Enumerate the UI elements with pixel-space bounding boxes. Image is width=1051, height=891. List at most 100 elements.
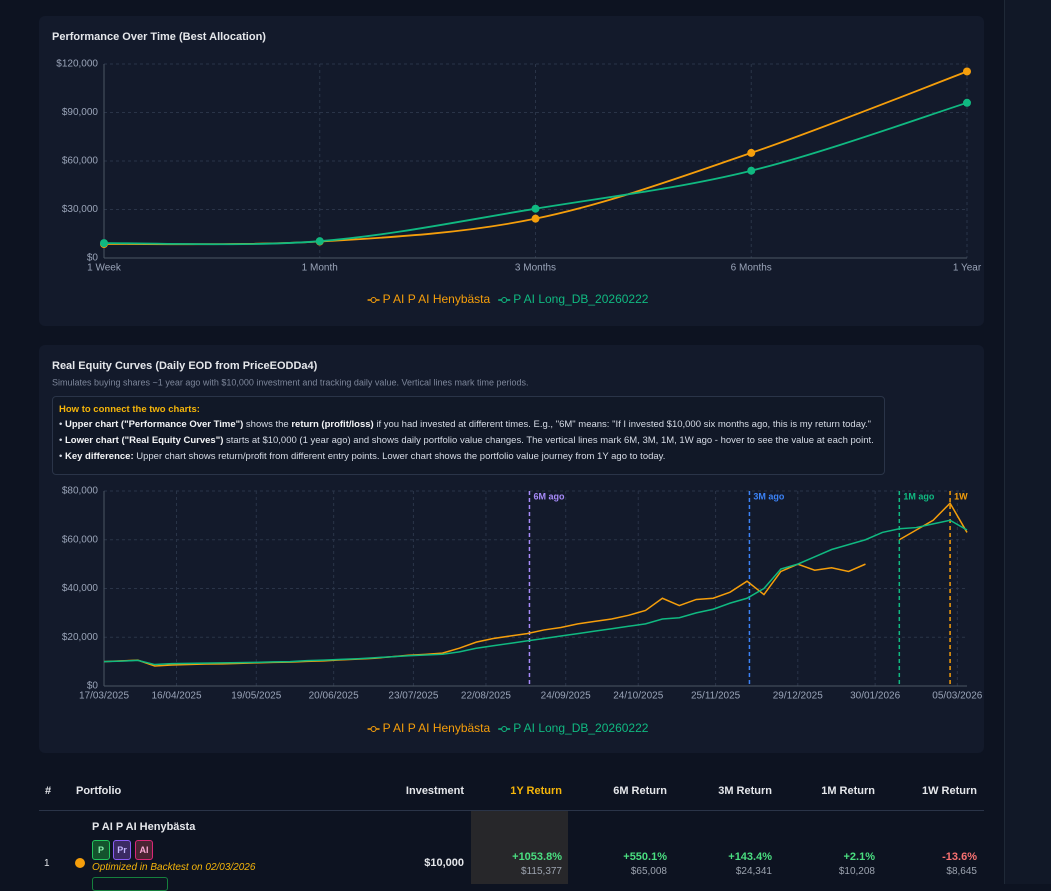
legend-item[interactable]: P AI P AI Henybästa: [367, 721, 491, 735]
legend-label: P AI Long_DB_20260222: [513, 721, 649, 735]
info-text: Lower chart ("Real Equity Curves"): [64, 435, 224, 446]
x-tick-label: 6 Months: [731, 263, 772, 274]
info-heading: How to connect the two charts:: [59, 404, 200, 415]
column-header[interactable]: 3M Return: [718, 785, 772, 797]
legend-label: P AI P AI Henybästa: [383, 721, 491, 735]
badge: AI: [135, 840, 153, 860]
x-tick-label: 05/03/2026: [932, 691, 982, 702]
column-header: #: [45, 785, 52, 797]
series-line: [103, 501, 968, 667]
y-tick-label: $20,000: [62, 632, 99, 643]
return-pct: +1053.8%: [512, 851, 562, 863]
rank: 1: [44, 858, 50, 869]
column-header[interactable]: 1W Return: [922, 785, 977, 797]
return-value: $115,377: [521, 866, 562, 877]
header-rule: [39, 810, 984, 811]
x-tick-label: 22/08/2025: [461, 691, 511, 702]
portfolio-dot: [75, 858, 85, 868]
info-text: starts at $10,000 (1 year ago) and shows…: [223, 435, 874, 446]
chart-title: Real Equity Curves (Daily EOD from Price…: [52, 360, 318, 372]
y-tick-label: $60,000: [62, 156, 99, 167]
y-tick-label: $80,000: [62, 486, 99, 497]
info-item: Lower chart ("Real Equity Curves") start…: [59, 433, 878, 449]
optimized-note: Optimized in Backtest on 02/03/2026: [92, 862, 256, 873]
series-line: [103, 519, 968, 666]
return-pct: +2.1%: [843, 851, 876, 863]
data-point: [747, 166, 756, 175]
period-marker-label: 1W: [954, 491, 968, 501]
performance-panel: [39, 16, 984, 326]
info-text: shows the: [243, 419, 292, 430]
x-tick-label: 17/03/2025: [79, 691, 129, 702]
portfolio-name[interactable]: P AI P AI Henybästa: [92, 821, 196, 833]
x-tick-label: 19/05/2025: [231, 691, 281, 702]
y-tick-label: $90,000: [62, 107, 99, 118]
x-tick-label: 23/07/2025: [388, 691, 438, 702]
return-value: $10,208: [838, 866, 875, 877]
legend-swatch-dot: [370, 297, 377, 303]
chart-title: Performance Over Time (Best Allocation): [52, 31, 266, 43]
charts: Performance Over Time (Best Allocation) $…: [52, 31, 983, 735]
x-tick-label: 3 Months: [515, 263, 556, 274]
x-tick-label: 29/12/2025: [773, 691, 823, 702]
data-point: [963, 67, 971, 76]
y-tick-label: $0: [87, 253, 99, 264]
x-tick-label: 20/06/2025: [309, 691, 359, 702]
button[interactable]: [92, 877, 168, 891]
legend-swatch-dot: [501, 297, 508, 303]
x-tick-label: 1 Year: [953, 263, 982, 274]
data-point: [747, 148, 756, 157]
data-point: [531, 204, 540, 213]
x-tick-label: 1 Month: [302, 263, 338, 274]
y-tick-label: $40,000: [62, 583, 99, 594]
info-box: How to connect the two charts: Upper cha…: [52, 396, 885, 475]
investment: $10,000: [424, 857, 464, 869]
info-text: Upper chart shows return/profit from dif…: [133, 451, 666, 462]
x-tick-label: 24/10/2025: [613, 691, 663, 702]
sidebar: [1004, 0, 1051, 884]
y-tick-label: $60,000: [62, 534, 99, 545]
column-header[interactable]: 6M Return: [613, 785, 667, 797]
info-text: return (profit/loss): [291, 419, 374, 430]
column-header[interactable]: 1Y Return: [510, 785, 562, 797]
legend: P AI P AI Henybästa P AI Long_DB_20260222: [367, 721, 649, 735]
badge: Pr: [113, 840, 131, 860]
y-tick-label: $30,000: [62, 204, 99, 215]
return-pct: -13.6%: [942, 851, 977, 863]
data-point: [531, 214, 540, 223]
data-point: [963, 98, 971, 107]
legend-label: P AI Long_DB_20260222: [513, 292, 649, 306]
legend: P AI P AI Henybästa P AI Long_DB_20260222: [367, 292, 649, 306]
info-item: Upper chart ("Performance Over Time") sh…: [59, 417, 878, 433]
info-item: Key difference: Upper chart shows return…: [59, 449, 878, 465]
data-point: [100, 239, 108, 248]
column-header[interactable]: 1M Return: [821, 785, 875, 797]
legend-item[interactable]: P AI Long_DB_20260222: [498, 292, 649, 306]
badge: P: [92, 840, 110, 860]
legend-label: P AI P AI Henybästa: [383, 292, 491, 306]
info-text: if you had invested at different times. …: [373, 419, 872, 430]
x-tick-label: 30/01/2026: [850, 691, 900, 702]
x-tick-label: 1 Week: [87, 263, 122, 274]
return-value: $8,645: [946, 866, 977, 877]
legend-item[interactable]: P AI P AI Henybästa: [367, 292, 491, 306]
period-marker-label: 3M ago: [753, 491, 785, 501]
info-items: Upper chart ("Performance Over Time") sh…: [59, 417, 878, 465]
x-tick-label: 25/11/2025: [691, 691, 741, 702]
column-header[interactable]: Investment: [405, 785, 464, 797]
chart-subtitle: Simulates buying shares ~1 year ago with…: [52, 377, 529, 387]
return-value: $65,008: [630, 866, 667, 877]
y-tick-label: $120,000: [56, 59, 98, 70]
data-point: [315, 237, 324, 246]
highlight-column: [471, 811, 568, 884]
info-text: Key difference:: [64, 451, 134, 462]
period-marker-label: 6M ago: [533, 491, 565, 501]
return-value: $24,341: [735, 866, 772, 877]
info-text: Upper chart ("Performance Over Time"): [64, 419, 244, 430]
legend-item[interactable]: P AI Long_DB_20260222: [498, 721, 649, 735]
legend-swatch-dot: [370, 726, 377, 732]
x-tick-label: 24/09/2025: [541, 691, 591, 702]
column-header: Portfolio: [76, 785, 122, 797]
return-pct: +143.4%: [728, 851, 772, 863]
